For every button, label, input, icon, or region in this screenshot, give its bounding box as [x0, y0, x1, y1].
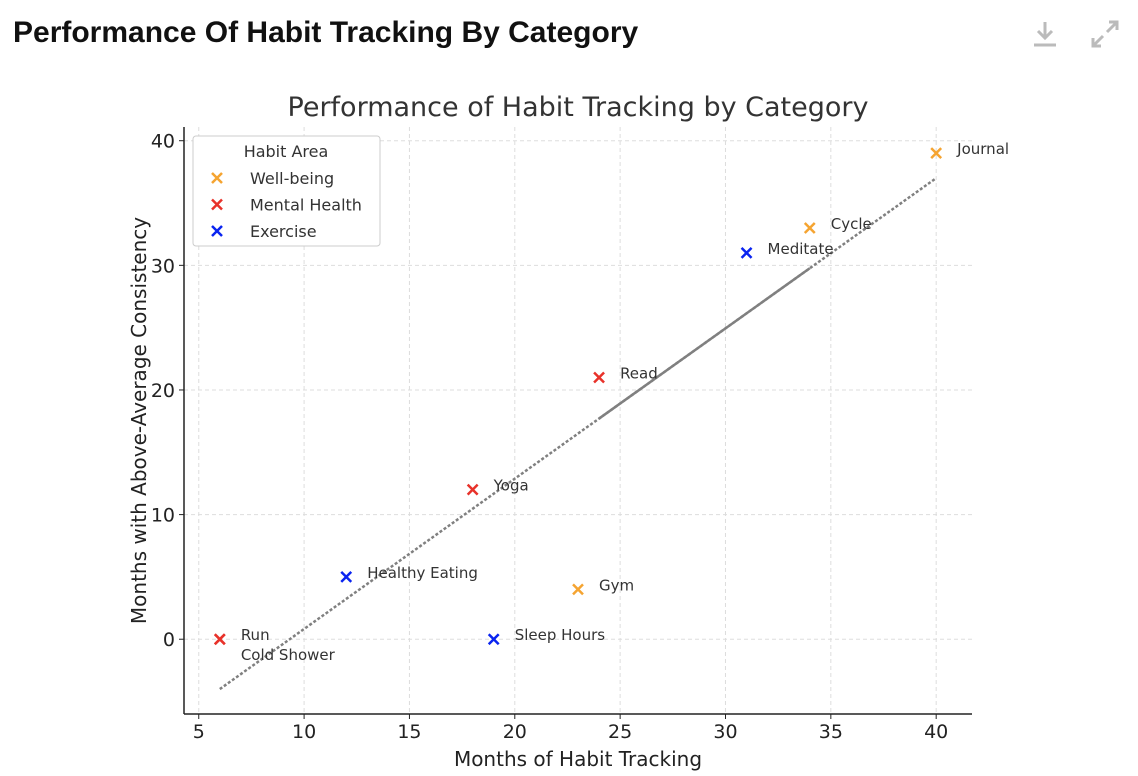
data-point: [803, 222, 816, 234]
y-tick-label: 30: [151, 255, 175, 277]
legend-marker: [211, 225, 223, 237]
data-point: [572, 583, 584, 596]
x-axis-label: Months of Habit Tracking: [454, 747, 702, 771]
point-label: Sleep Hours: [515, 626, 606, 644]
y-tick-label: 10: [151, 505, 175, 527]
point-label: Cold Shower: [241, 646, 336, 664]
y-axis-label: Months with Above-Average Consistency: [127, 217, 151, 624]
point-label: Cycle: [831, 215, 872, 233]
x-tick-label: 20: [503, 721, 527, 743]
legend-box: [192, 135, 381, 247]
data-point: [466, 483, 479, 496]
y-tick-label: 40: [151, 131, 175, 153]
point-label: Gym: [599, 576, 634, 594]
point-label: Meditate: [768, 240, 834, 258]
point-label: Healthy Eating: [367, 564, 478, 582]
legend-marker: [211, 172, 223, 184]
expand-icon[interactable]: [1089, 18, 1121, 50]
x-tick-label: 40: [924, 721, 948, 743]
x-tick-label: 30: [713, 721, 737, 743]
x-tick-label: 15: [397, 721, 421, 743]
data-point: [213, 633, 226, 646]
trendline: [219, 177, 937, 691]
point-label: Read: [620, 365, 658, 383]
data-point: [930, 147, 943, 160]
page-title: Performance Of Habit Tracking By Categor…: [13, 16, 639, 49]
point-label: Journal: [956, 140, 1009, 158]
point-label: Run: [241, 626, 270, 644]
download-icon[interactable]: [1029, 18, 1061, 50]
legend-entry: Mental Health: [250, 196, 362, 215]
data-point: [593, 371, 605, 384]
point-label: Yoga: [493, 477, 529, 495]
x-tick-label: 10: [292, 721, 316, 743]
data-point: [740, 246, 753, 259]
y-tick-label: 0: [163, 629, 175, 651]
data-point: [340, 571, 353, 583]
legend-title: Habit Area: [244, 142, 329, 161]
y-tick-label: 20: [151, 380, 175, 402]
x-tick-label: 25: [608, 721, 632, 743]
legend-marker: [211, 198, 223, 211]
chart-title: Performance of Habit Tracking by Categor…: [288, 92, 869, 123]
legend-entry: Exercise: [250, 222, 317, 241]
data-point: [487, 633, 500, 646]
x-tick-label: 35: [819, 721, 843, 743]
legend-entry: Well-being: [250, 169, 334, 188]
trendline-solid-segment: [598, 267, 811, 420]
x-tick-label: 5: [193, 721, 205, 743]
